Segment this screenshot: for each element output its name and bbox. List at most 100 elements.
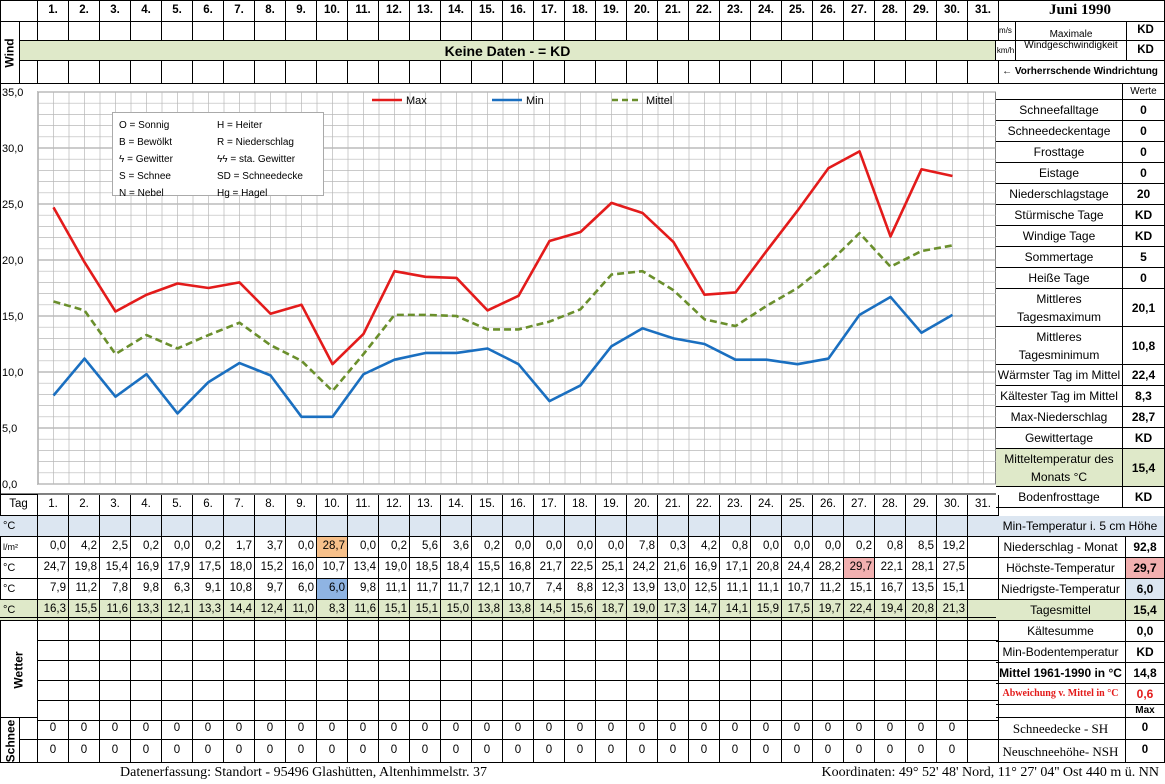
weather-cell bbox=[565, 641, 596, 661]
table-value: 17,9 bbox=[162, 558, 193, 579]
weather-cell bbox=[534, 701, 565, 721]
table-value: 15,1 bbox=[937, 579, 968, 600]
snow-nsh-value: 0 bbox=[193, 740, 224, 763]
stat-label: Mitteltemperatur des Monats °C bbox=[996, 449, 1123, 487]
weather-cell bbox=[658, 681, 689, 701]
weather-cell bbox=[968, 641, 999, 661]
day-header: 18. bbox=[565, 0, 596, 22]
table-value bbox=[751, 516, 782, 537]
weather-cell bbox=[565, 701, 596, 721]
weather-cell bbox=[782, 661, 813, 681]
weather-cell bbox=[751, 681, 782, 701]
max-wind-ms: KD bbox=[1127, 22, 1165, 41]
weather-cell bbox=[317, 681, 348, 701]
weather-cell bbox=[627, 661, 658, 681]
weather-cell bbox=[844, 701, 875, 721]
weather-cell bbox=[379, 701, 410, 721]
y-tick-label: 0,0 bbox=[2, 479, 17, 491]
table-value: 14,5 bbox=[534, 600, 565, 621]
weather-cell bbox=[503, 641, 534, 661]
wind-cell bbox=[410, 22, 441, 41]
table-value: 0,8 bbox=[720, 537, 751, 558]
weather-cell bbox=[782, 621, 813, 641]
snow-nsh-value: 0 bbox=[410, 740, 441, 763]
day-header: 30. bbox=[937, 0, 968, 22]
weather-cell bbox=[751, 701, 782, 721]
day-footer: 18. bbox=[565, 495, 596, 516]
weather-cell bbox=[503, 621, 534, 641]
weather-cell bbox=[813, 661, 844, 681]
table-value: 0,0 bbox=[286, 537, 317, 558]
weather-cell bbox=[193, 681, 224, 701]
stat-value: 0 bbox=[1123, 142, 1165, 163]
stat-value: 0 bbox=[1123, 121, 1165, 142]
snow-nsh-value: 0 bbox=[782, 740, 813, 763]
key-heiter: H = Heiter bbox=[217, 120, 263, 131]
wind-cell bbox=[472, 22, 503, 41]
weather-cell bbox=[100, 621, 131, 641]
day-header: 16. bbox=[503, 0, 534, 22]
weather-cell bbox=[131, 621, 162, 641]
summary-value: 0,6 bbox=[1126, 684, 1165, 705]
table-value bbox=[441, 516, 472, 537]
table-value: 13,5 bbox=[906, 579, 937, 600]
weather-cell bbox=[720, 701, 751, 721]
weather-cell bbox=[162, 661, 193, 681]
stat-value: KD bbox=[1123, 487, 1165, 508]
table-value: 19,0 bbox=[379, 558, 410, 579]
weather-cell bbox=[937, 701, 968, 721]
wind-direction-cell bbox=[968, 61, 999, 84]
summary-value: 92,8 bbox=[1126, 537, 1165, 558]
weather-cell bbox=[658, 701, 689, 721]
weather-cell bbox=[162, 701, 193, 721]
weather-cell bbox=[286, 641, 317, 661]
wind-cell bbox=[534, 22, 565, 41]
table-value: 14,7 bbox=[689, 600, 720, 621]
day-footer: 1. bbox=[38, 495, 69, 516]
summary-label: Abweichung v. Mittel in °C bbox=[996, 684, 1126, 705]
series-line-min bbox=[52, 295, 954, 419]
table-value: 11,1 bbox=[720, 579, 751, 600]
table-value: 18,7 bbox=[596, 600, 627, 621]
weather-cell bbox=[255, 701, 286, 721]
snow-nsh-value: 0 bbox=[875, 740, 906, 763]
weather-cell bbox=[162, 621, 193, 641]
table-value bbox=[658, 516, 689, 537]
table-value: 19,8 bbox=[69, 558, 100, 579]
table-value: 16,9 bbox=[131, 558, 162, 579]
table-value: 0,0 bbox=[38, 537, 69, 558]
row-unit: l/m² bbox=[0, 537, 38, 558]
table-value: 15,9 bbox=[751, 600, 782, 621]
table-value: 0,0 bbox=[162, 537, 193, 558]
day-header: 29. bbox=[906, 0, 937, 22]
table-value: 15,5 bbox=[472, 558, 503, 579]
day-footer: 7. bbox=[224, 495, 255, 516]
wind-direction-cell bbox=[100, 61, 131, 84]
wind-direction-cell bbox=[503, 61, 534, 84]
snow-sh-value: 0 bbox=[534, 718, 565, 740]
wind-cell bbox=[782, 22, 813, 41]
wind-cell bbox=[348, 22, 379, 41]
snow-nsh-value: 0 bbox=[472, 740, 503, 763]
day-footer: 14. bbox=[441, 495, 472, 516]
day-footer: 20. bbox=[627, 495, 658, 516]
tag-label: Tag bbox=[0, 495, 38, 516]
wind-direction-cell bbox=[937, 61, 968, 84]
day-footer: 28. bbox=[875, 495, 906, 516]
snow-sh-value: 0 bbox=[224, 718, 255, 740]
stat-label: Eistage bbox=[996, 163, 1123, 184]
snow-nsh-value: 0 bbox=[131, 740, 162, 763]
stat-value: 0 bbox=[1123, 163, 1165, 184]
weather-cell bbox=[255, 661, 286, 681]
table-value bbox=[472, 516, 503, 537]
stat-label: Kältester Tag im Mittel bbox=[996, 386, 1123, 407]
day-footer: 30. bbox=[937, 495, 968, 516]
table-value: 0,2 bbox=[472, 537, 503, 558]
wind-cell bbox=[162, 22, 193, 41]
weather-cell bbox=[875, 681, 906, 701]
snow-nsh-value: 0 bbox=[751, 740, 782, 763]
snow-nsh-value: 0 bbox=[689, 740, 720, 763]
stat-label: Frosttage bbox=[996, 142, 1123, 163]
weather-cell bbox=[782, 641, 813, 661]
max-wind-label-2: Windgeschwindigkeit bbox=[1016, 41, 1127, 61]
